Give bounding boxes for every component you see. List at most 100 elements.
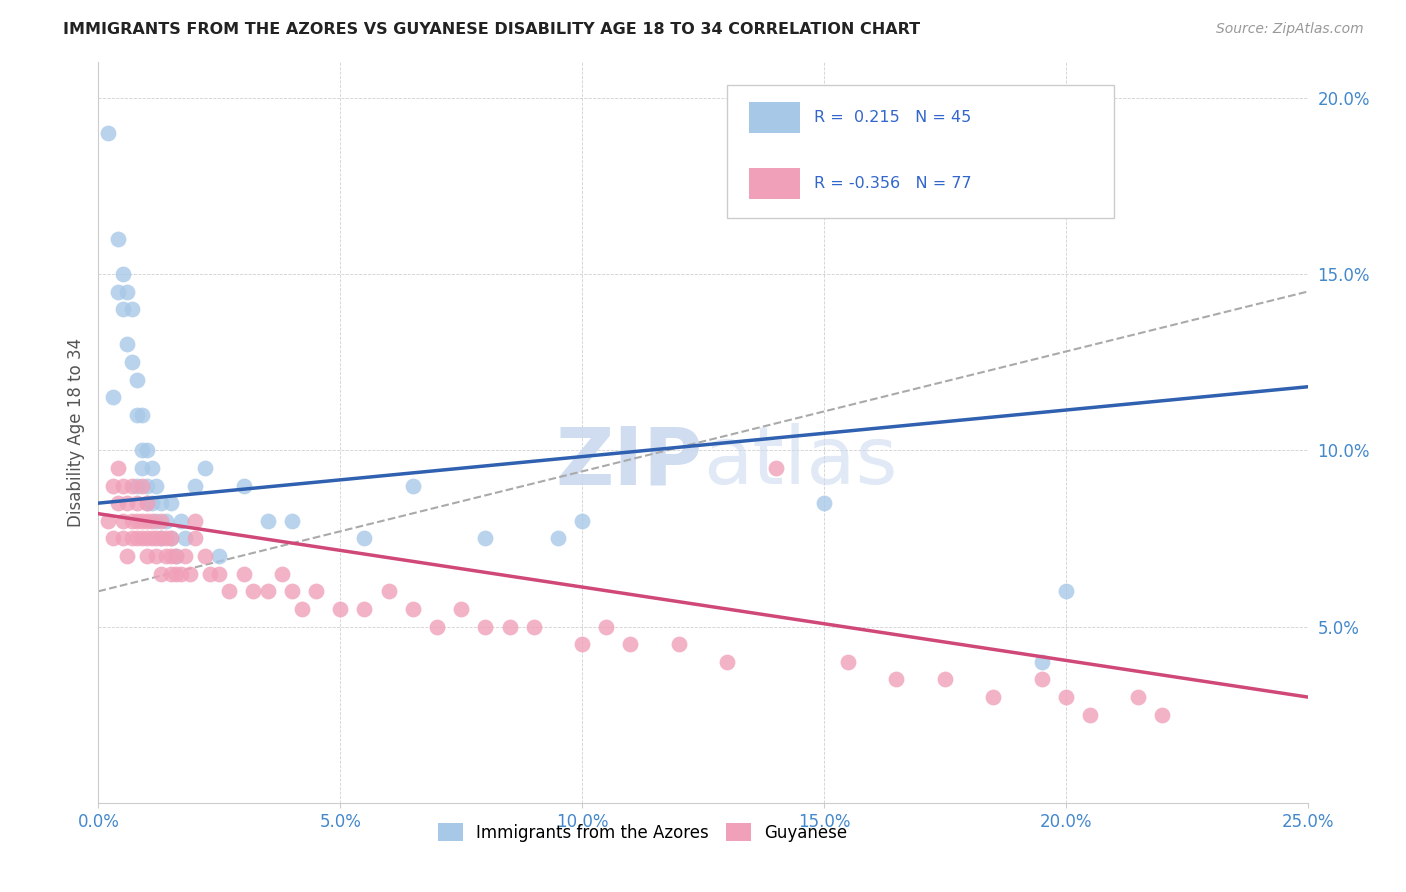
Point [135, 443, 157, 458]
Point [131, 514, 153, 528]
Point [101, 478, 124, 492]
Point [571, 514, 593, 528]
Point [281, 584, 304, 599]
FancyBboxPatch shape [749, 169, 800, 200]
Point [117, 496, 139, 510]
Point [145, 532, 167, 546]
Point [523, 619, 546, 633]
Point [117, 337, 139, 351]
Point [150, 532, 173, 546]
Point [716, 655, 738, 669]
Text: R = -0.356   N = 77: R = -0.356 N = 77 [814, 177, 972, 192]
Point [402, 602, 425, 616]
Legend: Immigrants from the Azores, Guyanese: Immigrants from the Azores, Guyanese [430, 815, 855, 850]
Point [837, 655, 859, 669]
Point [150, 514, 173, 528]
Point [145, 549, 167, 563]
Point [107, 496, 129, 510]
Text: ZIP: ZIP [555, 423, 703, 501]
Point [242, 584, 264, 599]
Point [111, 302, 134, 317]
Point [111, 267, 134, 281]
Point [145, 478, 167, 492]
Point [97, 514, 120, 528]
Point [131, 443, 153, 458]
Point [813, 496, 835, 510]
Point [127, 532, 149, 546]
Point [1054, 584, 1077, 599]
Point [1078, 707, 1101, 722]
Point [141, 532, 163, 546]
Point [174, 549, 197, 563]
Point [150, 566, 173, 581]
Point [111, 478, 134, 492]
Point [160, 566, 183, 581]
Point [619, 637, 641, 651]
Point [934, 673, 956, 687]
Point [117, 285, 139, 299]
Point [131, 461, 153, 475]
Point [135, 496, 157, 510]
Point [155, 532, 177, 546]
Point [135, 514, 157, 528]
Text: Source: ZipAtlas.com: Source: ZipAtlas.com [1216, 22, 1364, 37]
Point [981, 690, 1004, 704]
Point [1054, 690, 1077, 704]
Point [169, 566, 191, 581]
Point [97, 126, 120, 140]
Point [208, 549, 231, 563]
Point [474, 619, 496, 633]
Point [765, 461, 787, 475]
Point [101, 390, 124, 404]
Point [174, 532, 197, 546]
Point [353, 602, 375, 616]
Point [131, 408, 153, 422]
Point [353, 532, 375, 546]
Point [127, 408, 149, 422]
Point [160, 532, 183, 546]
Point [150, 532, 173, 546]
Text: R =  0.215   N = 45: R = 0.215 N = 45 [814, 110, 972, 125]
Point [232, 478, 254, 492]
Point [232, 566, 254, 581]
Point [127, 478, 149, 492]
Point [450, 602, 472, 616]
Point [498, 619, 520, 633]
Point [107, 232, 129, 246]
Text: atlas: atlas [703, 423, 897, 501]
Point [208, 566, 231, 581]
Point [165, 566, 187, 581]
Point [165, 549, 187, 563]
Point [135, 532, 157, 546]
Point [329, 602, 352, 616]
Point [256, 584, 278, 599]
Point [101, 532, 124, 546]
Point [155, 549, 177, 563]
Point [256, 514, 278, 528]
Point [1031, 673, 1053, 687]
Point [1128, 690, 1150, 704]
Point [160, 549, 183, 563]
Point [218, 584, 240, 599]
Point [668, 637, 690, 651]
Point [111, 514, 134, 528]
Point [135, 478, 157, 492]
Point [141, 461, 163, 475]
Point [107, 461, 129, 475]
Point [155, 514, 177, 528]
Point [290, 602, 312, 616]
Point [184, 514, 207, 528]
Point [194, 549, 217, 563]
Point [141, 514, 163, 528]
Point [121, 478, 143, 492]
Point [131, 532, 153, 546]
Point [141, 496, 163, 510]
Point [179, 566, 201, 581]
FancyBboxPatch shape [749, 102, 800, 133]
Point [271, 566, 294, 581]
Point [571, 637, 593, 651]
Point [160, 496, 183, 510]
Point [111, 532, 134, 546]
Point [377, 584, 399, 599]
Point [127, 514, 149, 528]
